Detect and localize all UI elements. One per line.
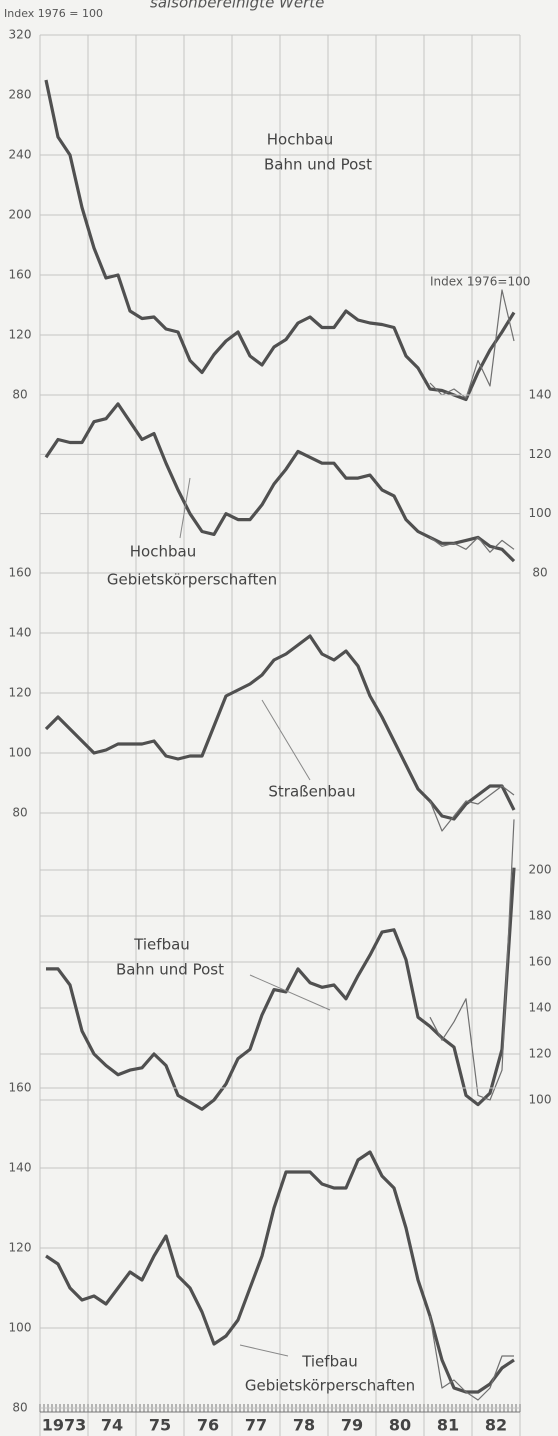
y-tick-label: 200: [529, 863, 552, 877]
y-tick-label: 120: [9, 1241, 32, 1255]
x-tick-label: 74: [101, 1416, 123, 1435]
series-line: [44, 402, 516, 563]
series-label: Bahn und Post: [264, 156, 372, 174]
unadjusted-line: [429, 1315, 514, 1401]
x-tick-label: 82: [485, 1416, 507, 1435]
series-label: Hochbau: [130, 543, 196, 561]
x-tick-label: 76: [197, 1416, 219, 1435]
y-tick-label: 140: [9, 1161, 32, 1175]
y-tick-label: 120: [9, 328, 32, 342]
y-tick-label: 160: [9, 1081, 32, 1095]
y-tick-label: 240: [9, 148, 32, 162]
y-tick-label: 100: [9, 746, 32, 760]
x-tick-label: 79: [341, 1416, 363, 1435]
y-tick-label: 180: [529, 909, 552, 923]
x-tick-label: 75: [149, 1416, 171, 1435]
x-tick-label: 77: [245, 1416, 267, 1435]
series-label: Tiefbau: [133, 936, 190, 954]
series-label: Tiefbau: [301, 1353, 358, 1371]
unadjusted-line: [429, 819, 515, 1101]
x-tick-label: 1973: [42, 1416, 87, 1435]
series-line: [44, 634, 516, 821]
series-label: Gebietskörperschaften: [107, 571, 277, 589]
y-tick-label: 120: [529, 447, 552, 461]
y-tick-label: 120: [9, 686, 32, 700]
unadjusted-line: [429, 785, 515, 832]
x-tick-label: 78: [293, 1416, 315, 1435]
y-tick-label: 160: [529, 955, 552, 969]
y-tick-label: 140: [529, 388, 552, 402]
leader-line: [179, 477, 191, 539]
y-tick-label: 140: [529, 1001, 552, 1015]
index-note: Index 1976 = 100: [4, 7, 103, 20]
y-tick-label: 80: [532, 566, 547, 580]
series-label: Hochbau: [267, 131, 333, 149]
y-tick-label: 160: [9, 268, 32, 282]
y-tick-label: 320: [9, 28, 32, 42]
y-tick-label: 280: [9, 88, 32, 102]
y-tick-label: 100: [9, 1321, 32, 1335]
series-label: Bahn und Post: [116, 961, 224, 979]
unadjusted-line: [429, 289, 515, 399]
leader-line: [249, 974, 331, 1011]
y-tick-label: 200: [9, 208, 32, 222]
series-line: [46, 867, 516, 1111]
x-tick-label: 80: [389, 1416, 411, 1435]
leader-line: [239, 1344, 289, 1357]
y-tick-label: 80: [12, 806, 27, 820]
y-tick-label: 100: [529, 506, 552, 520]
series-label: Straßenbau: [268, 783, 355, 801]
y-tick-label: 160: [9, 566, 32, 580]
y-tick-label: 80: [12, 388, 27, 402]
y-tick-label: 80: [12, 1401, 27, 1415]
unadjusted-line: [429, 536, 515, 553]
series-label: Gebietskörperschaften: [245, 1377, 415, 1395]
subtitle: saisonbereinigte Werte: [150, 0, 324, 12]
y-tick-label: 140: [9, 626, 32, 640]
y-axis-label: Index 1976=100: [430, 275, 530, 289]
x-tick-label: 81: [437, 1416, 459, 1435]
y-tick-label: 120: [529, 1047, 552, 1061]
leader-line: [261, 699, 311, 781]
y-tick-label: 100: [529, 1093, 552, 1107]
series-line: [45, 1150, 515, 1394]
